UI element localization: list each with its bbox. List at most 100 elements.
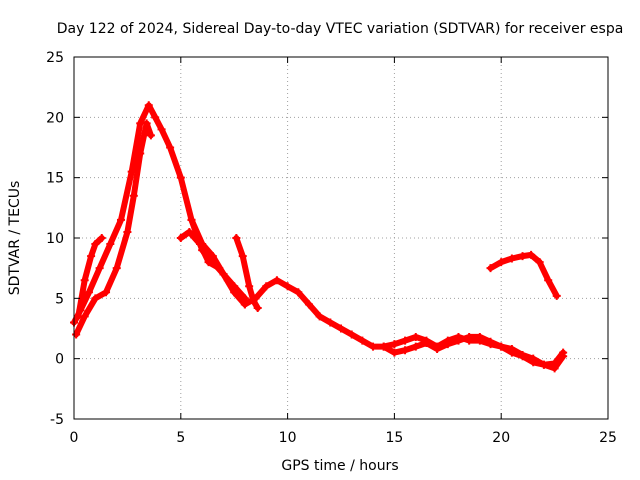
data-point: [433, 345, 442, 354]
data-point: [337, 324, 345, 333]
data-point: [198, 246, 207, 255]
data-point: [454, 336, 463, 345]
data-point: [390, 340, 399, 349]
series-mid-branch-b: [232, 234, 262, 312]
y-tick-label: -5: [50, 412, 64, 428]
data-point: [238, 252, 247, 261]
data-point: [283, 282, 292, 291]
data-point: [146, 131, 155, 140]
y-tick-labels: -5 0 5 10 15 20 25: [46, 50, 64, 428]
data-point: [166, 143, 175, 152]
chart-title: Day 122 of 2024, Sidereal Day-to-day VTE…: [57, 21, 624, 37]
data-point: [486, 337, 495, 346]
data-point: [136, 149, 145, 158]
data-point: [97, 234, 106, 242]
data-point: [87, 252, 96, 261]
data-point: [527, 250, 536, 259]
data-point: [369, 342, 378, 351]
data-point: [91, 240, 100, 249]
data-point: [529, 358, 538, 367]
data-point: [507, 348, 516, 357]
series-lower-branch: [72, 119, 155, 339]
data-point: [230, 282, 239, 291]
data-point: [465, 332, 474, 341]
data-point: [219, 270, 228, 279]
data-point: [559, 348, 568, 357]
data-point: [304, 300, 313, 309]
data-point: [187, 215, 196, 224]
data-point: [550, 359, 559, 368]
data-point: [497, 258, 506, 267]
series-band: [73, 120, 154, 338]
data-point: [411, 332, 420, 341]
grid: [74, 57, 608, 419]
data-point: [411, 342, 420, 351]
data-point: [123, 227, 132, 236]
series-tail-band: [379, 332, 568, 369]
data-point: [443, 340, 452, 349]
series-late-arc: [486, 250, 561, 300]
data-point: [326, 318, 335, 327]
axis-ticks: [73, 56, 609, 420]
plot-series: [70, 101, 568, 373]
series-band: [71, 102, 567, 372]
series-band: [188, 216, 248, 302]
data-point: [390, 348, 399, 357]
data-point: [112, 264, 121, 273]
data-point: [157, 125, 166, 134]
data-point: [91, 294, 100, 303]
data-point: [358, 336, 367, 345]
y-tick-label: 15: [46, 171, 64, 187]
data-point: [347, 330, 356, 339]
data-point: [518, 252, 527, 261]
data-point: [401, 336, 410, 345]
x-axis-label: GPS time / hours: [281, 458, 398, 474]
data-point: [84, 288, 93, 297]
series-early-spike: [74, 234, 106, 321]
data-point: [185, 227, 194, 236]
data-point: [144, 101, 153, 110]
data-point: [486, 264, 495, 273]
data-point: [116, 215, 125, 224]
y-tick-label: 5: [55, 291, 64, 307]
x-tick-label: 10: [279, 430, 297, 446]
data-point: [208, 258, 217, 267]
y-tick-label: 25: [46, 50, 64, 66]
x-tick-label: 20: [492, 430, 510, 446]
data-point: [240, 294, 249, 303]
data-point: [544, 276, 553, 285]
x-tick-label: 25: [599, 430, 617, 446]
data-point: [401, 346, 410, 355]
data-point: [518, 352, 527, 361]
data-point: [535, 258, 544, 267]
data-point: [539, 360, 548, 369]
y-tick-label: 20: [46, 110, 64, 126]
data-point: [127, 167, 136, 176]
data-point: [80, 276, 89, 285]
data-point: [552, 291, 561, 300]
data-point: [102, 288, 111, 297]
data-point: [176, 234, 185, 242]
series-mid-branch-c: [187, 215, 249, 303]
data-point: [95, 264, 104, 273]
data-point: [151, 113, 160, 122]
data-point: [106, 240, 115, 249]
data-point: [142, 119, 151, 128]
data-point: [249, 296, 258, 305]
y-tick-label: 10: [46, 231, 64, 247]
x-tick-label: 5: [176, 430, 185, 446]
data-point: [129, 191, 138, 200]
data-point: [475, 332, 484, 341]
data-point: [272, 276, 281, 285]
data-point: [74, 312, 83, 321]
data-point: [497, 342, 506, 351]
data-point: [72, 330, 81, 339]
data-point: [232, 234, 241, 242]
data-point: [176, 173, 185, 182]
data-point: [262, 282, 271, 291]
data-point: [294, 288, 303, 297]
x-tick-label: 0: [70, 430, 79, 446]
data-point: [379, 342, 388, 351]
y-axis-label: SDTVAR / TECUs: [7, 181, 23, 296]
